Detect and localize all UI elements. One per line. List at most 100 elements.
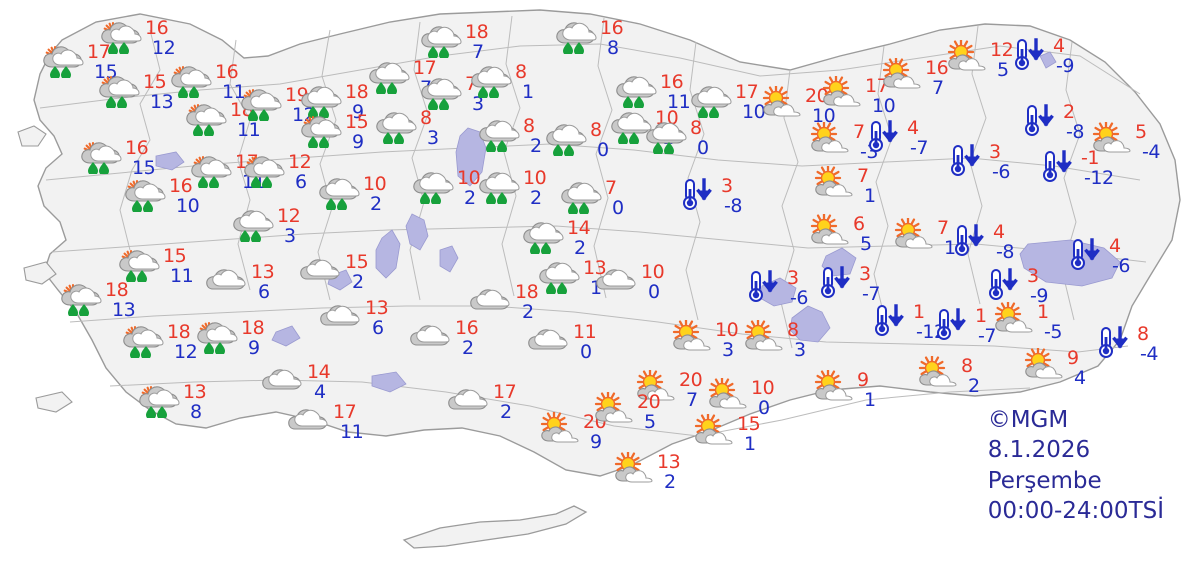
sun-cloud-icon (892, 218, 936, 252)
max-temperature: 15 (345, 111, 369, 133)
min-temperature: 8 (190, 401, 202, 423)
min-temperature: 0 (597, 139, 609, 161)
station-temperatures: 4 -9 (1053, 36, 1074, 76)
station-temperatures: 20 7 (679, 370, 703, 410)
min-temperature: -7 (978, 325, 996, 347)
snow-shower-icon (124, 176, 168, 212)
min-temperature: 2 (500, 401, 512, 423)
station-temperatures: 15 13 (143, 71, 174, 112)
min-temperature: 1 (864, 185, 876, 207)
min-temperature: 7 (932, 77, 944, 99)
snow-shower-icon (60, 280, 104, 316)
min-temperature: 9 (352, 101, 364, 123)
thermometer-icon (1040, 148, 1080, 184)
sun-cloud-icon (808, 214, 852, 248)
station-temperatures: 1 -5 (1037, 302, 1062, 342)
sun-cloud-icon (992, 302, 1036, 336)
rain-icon (300, 82, 344, 118)
max-temperature: 16 (925, 57, 949, 79)
min-temperature: 7 (472, 41, 484, 63)
station-temperatures: 12 3 (277, 206, 301, 246)
min-temperature: 1 (944, 237, 956, 259)
cloudy-icon (528, 322, 572, 356)
min-temperature: -6 (992, 161, 1010, 183)
sun-cloud-icon (592, 392, 636, 426)
thermometer-icon (1096, 324, 1136, 360)
station-temperatures: 16 12 (145, 18, 176, 58)
sun-cloud-icon (820, 76, 864, 110)
station-temperatures: 17 10 (735, 82, 766, 122)
station-temperatures: 10 2 (363, 174, 387, 214)
snow-shower-icon (42, 42, 86, 78)
station-temperatures: 18 7 (465, 22, 489, 63)
max-temperature: 10 (641, 261, 665, 283)
caption-period: 00:00-24:00TSİ (987, 498, 1164, 525)
max-temperature: 8 (523, 115, 535, 137)
min-temperature: 5 (997, 59, 1009, 81)
rain-icon (545, 120, 589, 156)
max-temperature: 3 (787, 267, 799, 289)
cloudy-icon (596, 262, 640, 296)
cloudy-icon (300, 252, 344, 286)
max-temperature: 6 (853, 213, 865, 235)
station-temperatures: 16 2 (455, 318, 479, 358)
max-temperature: 17 (87, 41, 111, 63)
thermometer-icon (1068, 236, 1108, 272)
min-temperature: 4 (314, 381, 326, 403)
station-temperatures: 10 2 (523, 168, 547, 208)
min-temperature: -6 (790, 287, 808, 309)
station-temperatures: 4 -8 (993, 222, 1014, 262)
thermometer-icon (986, 266, 1026, 302)
max-temperature: 16 (215, 61, 239, 83)
min-temperature: 0 (580, 341, 592, 363)
sun-cloud-icon (916, 356, 960, 390)
rain-icon (615, 72, 659, 108)
station-temperatures: 10 3 (715, 319, 739, 360)
sun-cloud-icon (808, 122, 852, 156)
max-temperature: 1 (913, 301, 925, 323)
min-temperature: 6 (258, 281, 270, 303)
min-temperature: 6 (295, 171, 307, 193)
max-temperature: 9 (1067, 347, 1079, 369)
min-temperature: 1 (744, 433, 756, 455)
max-temperature: 16 (660, 71, 684, 93)
max-temperature: 10 (715, 319, 739, 341)
sun-cloud-icon (538, 412, 582, 446)
thermometer-icon (948, 142, 988, 178)
max-temperature: 16 (600, 17, 624, 39)
station-temperatures: 17 10 (865, 76, 896, 116)
station-temperatures: 13 6 (251, 262, 275, 303)
max-temperature: 13 (183, 381, 207, 403)
min-temperature: 10 (812, 105, 836, 127)
station-temperatures: 3 -8 (721, 176, 742, 216)
max-temperature: 8 (690, 117, 702, 139)
min-temperature: 3 (794, 339, 806, 361)
rain-icon (420, 74, 464, 110)
thermometer-icon (934, 306, 974, 342)
max-temperature: 20 (805, 85, 829, 107)
min-temperature: 11 (237, 119, 261, 141)
rain-icon (645, 118, 689, 154)
max-temperature: 1 (975, 305, 987, 327)
max-temperature: 18 (345, 81, 369, 103)
min-temperature: 5 (644, 411, 656, 433)
min-temperature: 9 (352, 131, 364, 153)
map-caption: ©MGM 8.1.2026 Perşembe 00:00-24:00TSİ (988, 405, 1164, 526)
sun-cloud-icon (612, 452, 656, 486)
max-temperature: 15 (143, 71, 167, 93)
max-temperature: 18 (105, 279, 129, 301)
station-temperatures: 13 6 (365, 298, 389, 338)
min-temperature: 2 (664, 471, 676, 493)
max-temperature: 12 (990, 39, 1014, 61)
cloudy-icon (288, 402, 332, 436)
max-temperature: 16 (169, 175, 193, 197)
rain-icon (420, 22, 464, 58)
station-temperatures: 20 10 (805, 85, 836, 127)
max-temperature: 20 (637, 391, 661, 413)
min-temperature: 11 (667, 91, 691, 113)
